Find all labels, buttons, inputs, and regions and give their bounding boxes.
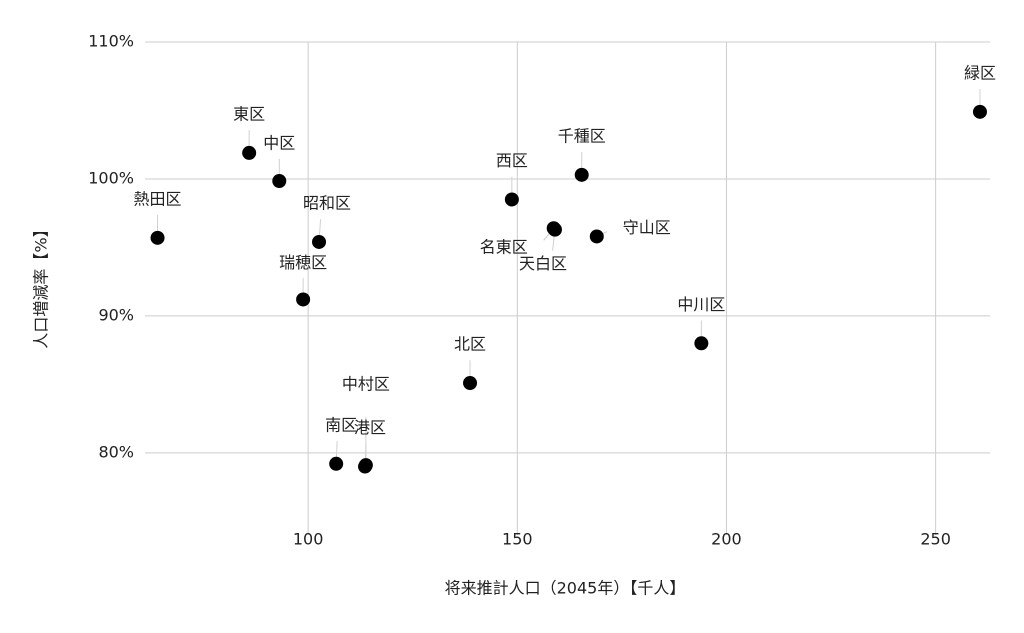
point-label: 名東区 bbox=[480, 238, 528, 257]
point bbox=[972, 104, 987, 119]
point bbox=[296, 292, 311, 307]
point bbox=[358, 459, 373, 474]
x-tick-label: 200 bbox=[711, 530, 742, 549]
point-label: 熱田区 bbox=[134, 189, 182, 208]
point-label: 千種区 bbox=[558, 126, 606, 145]
point-label: 中村区 bbox=[342, 375, 390, 394]
point-label: 西区 bbox=[496, 151, 528, 170]
x-tick-label: 150 bbox=[502, 530, 533, 549]
point-label: 瑞穂区 bbox=[279, 253, 327, 272]
y-tick-label: 100% bbox=[88, 168, 134, 187]
x-tick-label: 100 bbox=[293, 530, 324, 549]
y-axis-title: 人口増減率【%】 bbox=[32, 221, 51, 348]
x-axis-title: 将来推計人口（2045年）【千人】 bbox=[445, 579, 686, 598]
x-tick-label: 250 bbox=[920, 530, 951, 549]
point bbox=[547, 222, 562, 237]
y-tick-label: 90% bbox=[98, 305, 134, 324]
point bbox=[589, 229, 604, 244]
point bbox=[312, 234, 327, 249]
point-label: 緑区 bbox=[964, 63, 996, 82]
point-label: 北区 bbox=[454, 334, 486, 353]
point-label: 昭和区 bbox=[303, 193, 351, 212]
point-label: 中川区 bbox=[677, 295, 725, 314]
point-label: 東区 bbox=[233, 104, 265, 123]
point bbox=[329, 456, 344, 471]
point bbox=[242, 145, 257, 160]
point bbox=[463, 375, 478, 390]
point-label: 中区 bbox=[263, 133, 295, 152]
point bbox=[694, 336, 709, 351]
point bbox=[574, 167, 589, 182]
y-tick-label: 80% bbox=[98, 442, 134, 461]
point-label: 天白区 bbox=[519, 254, 567, 273]
point bbox=[504, 192, 519, 207]
point-label: 守山区 bbox=[623, 218, 671, 237]
y-tick-label: 110% bbox=[88, 32, 134, 51]
point bbox=[150, 230, 165, 245]
point-label: 南区 bbox=[325, 415, 357, 434]
point bbox=[272, 173, 287, 188]
point-label: 港区 bbox=[354, 418, 386, 437]
